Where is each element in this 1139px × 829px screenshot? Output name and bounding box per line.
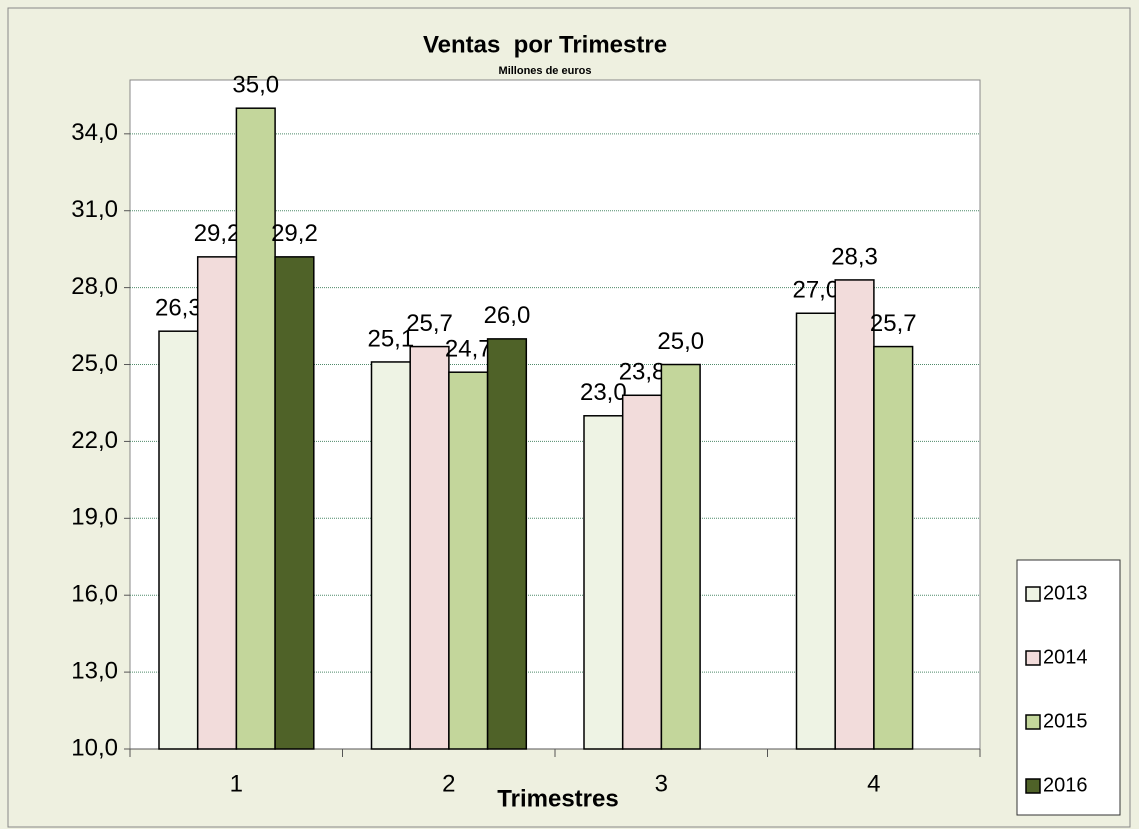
legend-swatch: [1025, 714, 1041, 730]
y-tick-label: 16,0: [71, 581, 118, 608]
bar: [621, 394, 663, 750]
legend-label: 2016: [1043, 774, 1088, 796]
legend-label: 2014: [1043, 646, 1088, 668]
y-tick-label: 28,0: [71, 273, 118, 300]
data-label: 28,3: [831, 243, 878, 270]
bar: [158, 330, 199, 750]
bar: [196, 256, 238, 750]
x-tick-label: 1: [230, 770, 243, 797]
bar: [235, 107, 276, 750]
data-label: 26,3: [155, 295, 202, 322]
y-tick-label: 34,0: [71, 119, 118, 146]
bar: [486, 338, 528, 750]
y-tick-label: 22,0: [71, 427, 118, 454]
bar: [795, 312, 836, 750]
data-label: 27,0: [792, 277, 839, 304]
bar: [274, 256, 315, 750]
bar: [660, 363, 701, 750]
bar: [583, 415, 624, 750]
legend-label: 2013: [1043, 582, 1088, 604]
legend-swatch: [1025, 650, 1041, 666]
y-tick-label: 25,0: [71, 350, 118, 377]
chart-subtitle: Millones de euros: [499, 65, 592, 77]
data-label: 29,2: [194, 220, 241, 247]
data-label: 25,0: [657, 328, 704, 355]
data-label: 24,7: [445, 336, 492, 363]
data-label: 23,0: [580, 379, 627, 406]
y-tick-label: 19,0: [71, 504, 118, 531]
data-label: 26,0: [484, 302, 531, 329]
legend-swatch: [1025, 778, 1041, 794]
bar: [873, 345, 914, 750]
data-label: 29,2: [271, 220, 318, 247]
bar: [448, 371, 489, 750]
bar: [834, 279, 875, 750]
data-label: 25,1: [367, 325, 414, 352]
y-tick-label: 31,0: [71, 196, 118, 223]
data-label: 35,0: [232, 72, 279, 99]
x-tick-label: 3: [655, 770, 668, 797]
y-tick-label: 10,0: [71, 734, 118, 761]
x-axis-label: Trimestres: [497, 785, 618, 812]
x-tick-label: 4: [867, 770, 880, 797]
legend: [1016, 559, 1121, 816]
x-tick-label: 2: [442, 770, 455, 797]
data-label: 23,8: [619, 359, 666, 386]
data-label: 25,7: [406, 310, 453, 337]
data-label: 25,7: [870, 310, 917, 337]
bar: [370, 361, 411, 750]
y-tick-label: 13,0: [71, 657, 118, 684]
legend-swatch: [1025, 586, 1041, 602]
chart-title: Ventas por Trimestre: [423, 31, 667, 58]
bar: [409, 345, 450, 750]
legend-label: 2015: [1043, 710, 1088, 732]
